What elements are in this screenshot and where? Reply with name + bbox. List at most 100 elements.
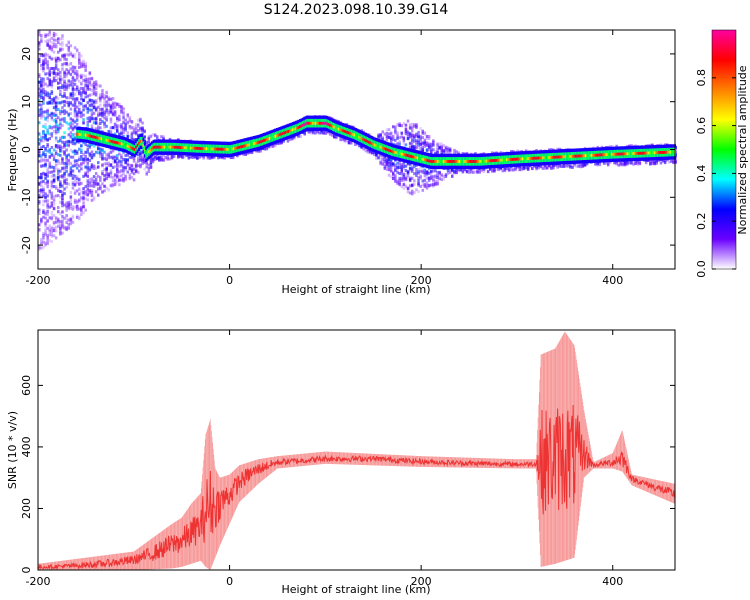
heat-cell	[57, 194, 60, 198]
heat-cell	[44, 176, 47, 180]
heat-cell	[398, 162, 401, 166]
heat-cell	[573, 163, 576, 167]
heat-cell	[71, 83, 75, 87]
heat-cell	[139, 125, 142, 129]
heat-cell	[349, 141, 353, 145]
heat-cell	[54, 122, 58, 126]
heat-cell	[514, 165, 517, 169]
heat-cell	[42, 199, 45, 203]
heat-cell	[61, 217, 64, 221]
heat-cell	[122, 127, 125, 131]
heat-cell	[436, 180, 439, 184]
heat-cell	[65, 214, 68, 217]
heat-cell	[65, 178, 68, 182]
heat-cell	[459, 168, 462, 172]
heat-cell	[137, 158, 140, 162]
heat-cell	[419, 174, 422, 178]
heat-cell	[44, 181, 47, 185]
heat-cell	[50, 112, 54, 116]
heat-cell	[615, 144, 618, 148]
heat-cell	[408, 184, 412, 188]
heat-cell	[63, 180, 66, 184]
heat-cell	[50, 217, 54, 221]
heat-cell	[71, 128, 75, 132]
heat-cell	[97, 187, 100, 191]
heat-cell	[398, 140, 401, 144]
heat-cell	[130, 138, 134, 142]
heat-cell	[566, 163, 570, 167]
heat-cell	[50, 230, 54, 233]
heat-cell	[126, 153, 129, 157]
heat-cell	[160, 135, 163, 139]
heat-cell	[118, 118, 121, 122]
heat-cell	[69, 52, 73, 56]
heat-cell	[73, 205, 77, 209]
heat-cell	[107, 164, 110, 167]
heat-cell	[40, 164, 43, 168]
heat-cell	[153, 157, 157, 161]
heat-cell	[105, 124, 108, 128]
heat-cell	[84, 192, 87, 196]
heat-cell	[124, 178, 127, 182]
heat-cell	[46, 185, 49, 189]
heat-cell	[109, 97, 113, 101]
heat-cell	[88, 77, 92, 81]
heat-cell	[86, 198, 89, 202]
heat-cell	[63, 62, 66, 66]
heat-cell	[40, 81, 43, 85]
heat-cell	[476, 169, 479, 172]
heat-cell	[423, 131, 427, 135]
heat-cell	[61, 53, 64, 57]
heat-cell	[65, 101, 68, 104]
heat-cell	[44, 58, 47, 62]
heat-cell	[50, 194, 54, 198]
heat-cell	[116, 102, 119, 106]
heat-cell	[99, 126, 102, 130]
heat-cell	[434, 174, 437, 178]
heat-cell	[411, 169, 414, 173]
heat-cell	[54, 101, 58, 105]
heat-cell	[94, 83, 98, 87]
heat-cell	[44, 196, 47, 200]
heat-cell	[193, 155, 197, 159]
heat-cell	[44, 241, 47, 245]
heat-cell	[63, 88, 66, 92]
heat-cell	[65, 68, 68, 72]
heat-cell	[396, 133, 399, 137]
heat-cell	[362, 147, 365, 151]
heat-cell	[120, 127, 123, 131]
heat-cell	[444, 145, 448, 149]
heat-cell	[80, 157, 83, 161]
heat-cell	[46, 241, 49, 245]
heat-cell	[448, 148, 452, 152]
heat-cell	[94, 99, 98, 103]
heat-cell	[71, 80, 75, 84]
heat-cell	[417, 179, 420, 183]
heat-cell	[78, 102, 81, 106]
heat-cell	[404, 130, 408, 134]
heat-cell	[46, 158, 49, 162]
heat-cell	[61, 86, 64, 90]
heat-cell	[65, 96, 68, 100]
heat-cell	[470, 168, 473, 172]
heat-cell	[38, 229, 41, 232]
heat-cell	[103, 104, 106, 108]
heat-cell	[116, 157, 119, 161]
heat-cell	[512, 150, 515, 154]
heat-cell	[149, 162, 153, 166]
heat-cell	[80, 167, 83, 171]
heat-cell	[65, 85, 68, 89]
heat-cell	[417, 190, 420, 193]
heat-cell	[73, 55, 77, 59]
heat-cell	[52, 42, 56, 46]
heat-cell	[52, 71, 56, 75]
heat-cell	[57, 37, 60, 41]
heat-cell	[61, 146, 64, 149]
heat-cell	[46, 194, 49, 198]
heat-cell	[88, 83, 92, 87]
heat-cell	[48, 69, 51, 73]
heat-cell	[172, 154, 176, 158]
heat-cell	[126, 158, 129, 162]
heat-cell	[54, 152, 58, 155]
heat-cell	[48, 33, 51, 37]
